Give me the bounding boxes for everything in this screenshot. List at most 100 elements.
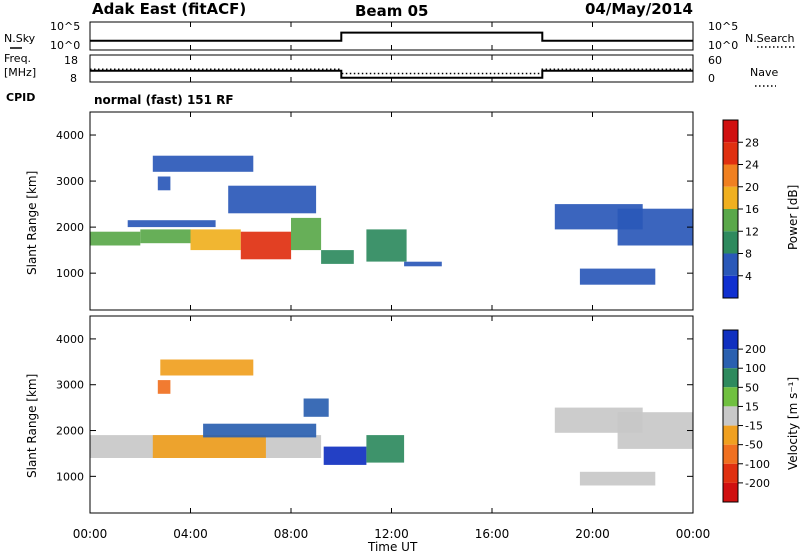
heatmap-cell bbox=[617, 208, 693, 246]
colorbar-tick-label: 20 bbox=[745, 181, 759, 194]
colorbar-swatch bbox=[723, 444, 738, 464]
colorbar-tick-label: -100 bbox=[745, 458, 770, 471]
y-tick-label: 3000 bbox=[56, 175, 84, 188]
heatmap-cell bbox=[323, 446, 367, 465]
colorbar-swatch bbox=[723, 387, 738, 407]
velocity-y-ticks: 1000 2000 3000 4000 bbox=[56, 333, 693, 483]
colorbar-tick-label: 200 bbox=[745, 343, 766, 356]
heatmap-cell bbox=[190, 229, 241, 251]
y-tick-label: 2000 bbox=[56, 425, 84, 438]
freq-panel: Freq. [MHz] 18 8 Nave 60 0 bbox=[4, 52, 778, 87]
power-colorbar-label: Power [dB] bbox=[786, 185, 800, 250]
velocity-colorbar-swatches bbox=[723, 330, 738, 502]
freq-series-line bbox=[90, 69, 693, 79]
velocity-heatmap-marks bbox=[90, 359, 693, 486]
colorbar-tick-label: 100 bbox=[745, 362, 766, 375]
colorbar-tick-label: 50 bbox=[745, 381, 759, 394]
colorbar-swatch bbox=[723, 142, 738, 165]
power-colorbar-swatches bbox=[723, 120, 738, 299]
colorbar-swatch bbox=[723, 120, 738, 143]
nave-series-line bbox=[90, 68, 693, 75]
colorbar-swatch bbox=[723, 330, 738, 350]
nsky-series-line bbox=[90, 31, 693, 42]
freq-tick-top: 18 bbox=[64, 54, 78, 67]
colorbar-swatch bbox=[723, 275, 738, 299]
velocity-y-axis-label: Slant Range [km] bbox=[25, 374, 39, 478]
heatmap-cell bbox=[303, 398, 329, 417]
heatmap-cell bbox=[90, 231, 141, 246]
y-tick-label: 4000 bbox=[56, 333, 84, 346]
cpid-label: CPID bbox=[6, 91, 35, 104]
heatmap-cell bbox=[240, 231, 292, 260]
nsky-label: N.Sky bbox=[4, 32, 36, 45]
x-axis-label: Time UT bbox=[367, 540, 418, 554]
heatmap-cell bbox=[228, 185, 317, 214]
freq-label-line2: [MHz] bbox=[4, 66, 36, 79]
x-tick-label: 00:00 bbox=[676, 527, 711, 541]
cpid-mode: normal (fast) 151 RF bbox=[94, 93, 234, 107]
heatmap-cell bbox=[404, 261, 442, 267]
colorbar-tick-label: -15 bbox=[745, 420, 763, 433]
beam-title: Beam 05 bbox=[355, 2, 428, 20]
power-colorbar-ticks: 4 8 12 16 20 24 28 bbox=[738, 136, 759, 283]
heatmap-cell bbox=[160, 359, 254, 376]
freq-label-line1: Freq. bbox=[4, 52, 31, 65]
heatmap-cell bbox=[617, 412, 693, 449]
nsearch-label: N.Search bbox=[745, 32, 795, 45]
colorbar-tick-label: 8 bbox=[745, 248, 752, 261]
colorbar-tick-label: 12 bbox=[745, 225, 759, 238]
power-panel: 1000 2000 3000 4000 Slant Range [km] bbox=[25, 111, 694, 311]
x-tick-label: 12:00 bbox=[374, 527, 409, 541]
heatmap-cell bbox=[579, 471, 656, 486]
station-title: Adak East (fitACF) bbox=[92, 0, 246, 18]
heatmap-cell bbox=[321, 250, 354, 264]
y-tick-label: 2000 bbox=[56, 221, 84, 234]
heatmap-cell bbox=[152, 435, 266, 458]
nsky-tick-top: 10^5 bbox=[50, 20, 80, 33]
y-tick-label: 3000 bbox=[56, 379, 84, 392]
colorbar-swatch bbox=[723, 425, 738, 445]
velocity-panel: 1000 2000 3000 4000 Slant Range [km] bbox=[25, 315, 694, 514]
x-tick-label: 00:00 bbox=[73, 527, 108, 541]
heatmap-cell bbox=[140, 229, 191, 244]
colorbar-swatch bbox=[723, 463, 738, 483]
colorbar-tick-label: 28 bbox=[745, 136, 759, 149]
nsky-panel: N.Sky 10^5 10^0 N.Search 10^5 10^0 bbox=[4, 20, 795, 52]
heatmap-cell bbox=[579, 268, 656, 285]
heatmap-cell bbox=[127, 220, 216, 228]
velocity-colorbar-label: Velocity [m s⁻¹] bbox=[786, 377, 800, 470]
colorbar-swatch bbox=[723, 368, 738, 388]
colorbar-swatch bbox=[723, 209, 738, 232]
colorbar-swatch bbox=[723, 406, 738, 426]
colorbar-tick-label: -50 bbox=[745, 439, 763, 452]
heatmap-cell bbox=[157, 380, 171, 394]
y-tick-label: 1000 bbox=[56, 470, 84, 483]
nave-tick-bottom: 0 bbox=[708, 72, 715, 85]
x-tick-label: 04:00 bbox=[173, 527, 208, 541]
x-tick-label: 08:00 bbox=[274, 527, 309, 541]
power-y-axis-label: Slant Range [km] bbox=[25, 171, 39, 275]
nsearch-tick-top: 10^5 bbox=[708, 20, 738, 33]
heatmap-cell bbox=[152, 155, 254, 172]
heatmap-cell bbox=[203, 423, 317, 438]
colorbar-tick-label: 4 bbox=[745, 270, 752, 283]
y-tick-label: 1000 bbox=[56, 267, 84, 280]
nsearch-tick-bottom: 10^0 bbox=[708, 39, 738, 52]
colorbar-tick-label: 24 bbox=[745, 159, 759, 172]
date-title: 04/May/2014 bbox=[585, 0, 693, 18]
colorbar-swatch bbox=[723, 253, 738, 276]
velocity-colorbar-ticks: 200 100 50 15 -15 -50 -100 -200 bbox=[738, 343, 770, 490]
power-heatmap-marks bbox=[90, 155, 693, 285]
heatmap-cell bbox=[366, 229, 407, 262]
nsky-tick-bottom: 10^0 bbox=[50, 39, 80, 52]
heatmap-cell bbox=[366, 435, 405, 463]
colorbar-swatch bbox=[723, 231, 738, 254]
colorbar-tick-label: -200 bbox=[745, 477, 770, 490]
colorbar-swatch bbox=[723, 186, 738, 210]
colorbar-swatch bbox=[723, 349, 738, 369]
colorbar-swatch bbox=[723, 482, 738, 502]
nave-tick-top: 60 bbox=[708, 54, 722, 67]
x-axis-ticks: 00:00 04:00 08:00 12:00 16:00 20:00 00:00 bbox=[73, 22, 711, 541]
nave-label: Nave bbox=[750, 66, 778, 79]
